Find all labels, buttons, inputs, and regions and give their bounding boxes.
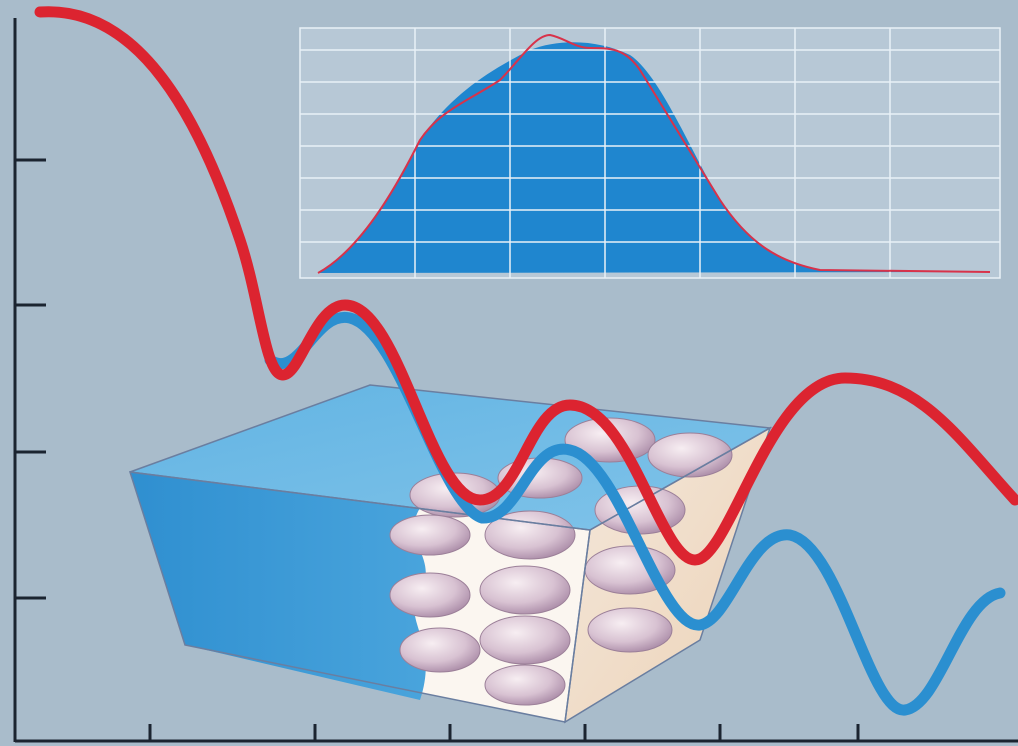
inset-frame <box>299 27 1001 279</box>
red-curve <box>34 6 1018 566</box>
sphere <box>484 510 576 560</box>
inset-area <box>318 42 990 273</box>
crystal-box <box>128 384 773 724</box>
axes <box>13 18 1018 743</box>
sphere <box>399 627 481 673</box>
sphere <box>389 572 471 618</box>
sphere <box>479 565 571 615</box>
box-edges <box>128 384 773 724</box>
sphere <box>564 417 656 463</box>
edge <box>564 426 772 724</box>
inset-grid <box>299 27 1001 279</box>
sphere <box>647 432 733 478</box>
sphere <box>484 664 566 706</box>
inset-plot <box>299 27 1001 279</box>
sphere <box>389 514 471 556</box>
sphere <box>587 607 673 653</box>
box-front-blue <box>130 472 426 700</box>
sphere <box>479 615 571 665</box>
inset-curve <box>317 33 991 274</box>
